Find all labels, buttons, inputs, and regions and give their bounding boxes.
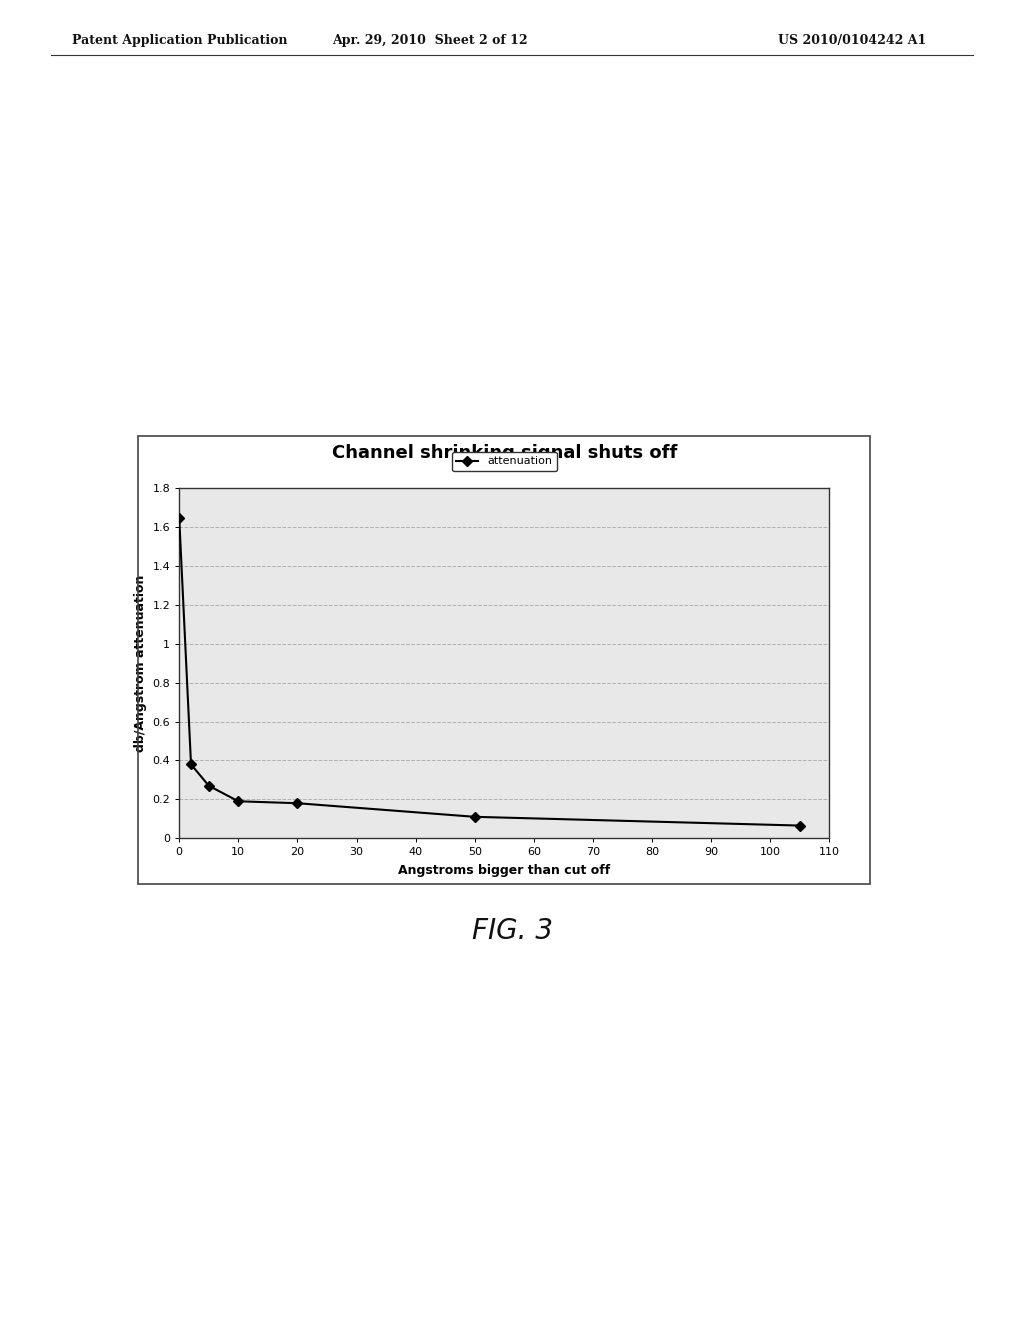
attenuation: [173, 510, 185, 525]
attenuation: [203, 777, 215, 793]
Text: FIG. 3: FIG. 3: [471, 916, 553, 945]
attenuation: [291, 795, 303, 810]
attenuation: [185, 756, 198, 772]
Title: Channel shrinking signal shuts off: Channel shrinking signal shuts off: [332, 444, 677, 462]
Legend: attenuation: attenuation: [452, 451, 557, 471]
Text: Patent Application Publication: Patent Application Publication: [72, 34, 287, 48]
Line: attenuation: attenuation: [176, 513, 804, 829]
attenuation: [794, 817, 806, 833]
attenuation: [232, 793, 245, 809]
attenuation: [469, 809, 481, 825]
Text: US 2010/0104242 A1: US 2010/0104242 A1: [778, 34, 927, 48]
Y-axis label: db/Angstrom attenuation: db/Angstrom attenuation: [134, 574, 146, 752]
Text: Apr. 29, 2010  Sheet 2 of 12: Apr. 29, 2010 Sheet 2 of 12: [332, 34, 528, 48]
X-axis label: Angstroms bigger than cut off: Angstroms bigger than cut off: [398, 865, 610, 878]
